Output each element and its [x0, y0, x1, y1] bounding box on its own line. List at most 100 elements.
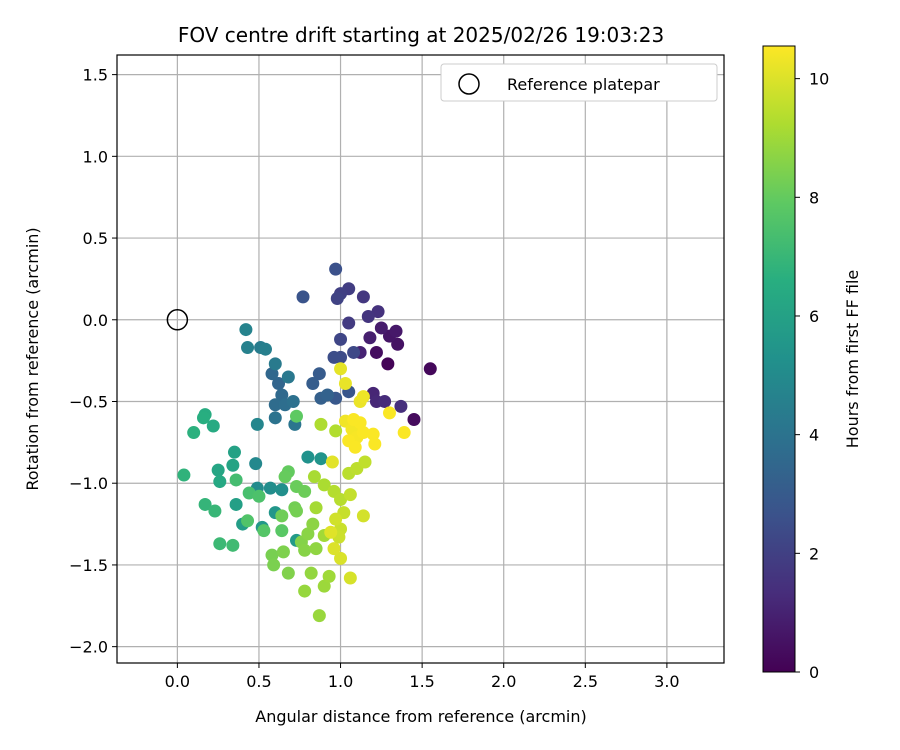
data-point [381, 357, 395, 371]
x-tick-label: 2.0 [491, 672, 516, 691]
data-point [329, 512, 343, 526]
colorbar-tick-label: 6 [809, 307, 819, 326]
y-tick-label: 0.5 [83, 229, 108, 248]
data-point [198, 497, 212, 511]
x-tick-label: 2.5 [573, 672, 598, 691]
data-point [322, 569, 336, 583]
data-point [281, 566, 295, 580]
data-point [265, 367, 279, 381]
colorbar-tick-label: 4 [809, 426, 819, 445]
data-point [252, 489, 266, 503]
colorbar-tick-label: 2 [809, 544, 819, 563]
data-point [312, 367, 326, 381]
data-point [334, 551, 348, 565]
data-point [278, 470, 292, 484]
data-point [281, 370, 295, 384]
data-point [267, 558, 281, 572]
colorbar-ticks: 0 2 4 6 8 10 [795, 70, 829, 682]
x-tick-label: 0.5 [246, 672, 271, 691]
data-point [347, 412, 361, 426]
data-point [306, 517, 320, 531]
y-tick-label: 1.0 [83, 147, 108, 166]
data-point [348, 440, 362, 454]
legend-label-reference-platepar: Reference platepar [507, 75, 660, 94]
data-point [289, 504, 303, 518]
data-point [356, 426, 370, 440]
data-point [317, 478, 331, 492]
data-point [334, 362, 348, 376]
data-point [242, 486, 256, 500]
chart-title: FOV centre drift starting at 2025/02/26 … [178, 23, 664, 47]
data-point [276, 545, 290, 559]
data-point [397, 426, 411, 440]
y-tick-label: −0.5 [69, 392, 108, 411]
data-point [382, 406, 396, 420]
data-point [356, 390, 370, 404]
data-point [330, 292, 344, 306]
data-point [368, 437, 382, 451]
data-point [329, 262, 343, 276]
data-points [177, 262, 437, 623]
data-point [241, 341, 255, 355]
x-tick-label: 3.0 [654, 672, 679, 691]
data-point [301, 527, 315, 541]
y-tick-label: 1.5 [83, 66, 108, 85]
data-point [342, 316, 356, 330]
data-point [249, 457, 263, 471]
data-point [275, 524, 289, 538]
x-tick-label: 1.0 [328, 672, 353, 691]
data-point [369, 345, 383, 359]
legend-box [440, 63, 718, 102]
data-point [229, 497, 243, 511]
data-point [320, 388, 334, 402]
data-point [324, 525, 338, 539]
data-point [361, 310, 375, 324]
data-point [301, 450, 315, 464]
data-point [206, 419, 220, 433]
y-axis-label: Rotation from reference (arcmin) [23, 227, 42, 490]
data-point [343, 571, 357, 585]
plot-frame [116, 54, 725, 664]
data-point [366, 427, 380, 441]
grid-lines [117, 55, 724, 663]
data-point [314, 452, 328, 466]
data-point [374, 321, 388, 335]
data-point [312, 609, 326, 623]
data-point [229, 473, 243, 487]
y-axis-ticks: −2.0 −1.5 −1.0 −0.5 0.0 0.5 1.0 1.5 [69, 66, 117, 657]
data-point [257, 524, 271, 538]
legend-reference-marker [458, 73, 480, 95]
data-point [356, 509, 370, 523]
y-tick-label: −1.5 [69, 556, 108, 575]
colorbar-tick-label: 10 [809, 70, 829, 89]
data-point [347, 345, 361, 359]
data-point [363, 331, 377, 345]
reference-platepar-marker [166, 309, 189, 331]
y-tick-label: −1.0 [69, 474, 108, 493]
data-point [329, 424, 343, 438]
colorbar-label: Hours from first FF file [843, 270, 862, 449]
data-point [227, 445, 241, 459]
data-point [309, 501, 323, 515]
data-point [187, 426, 201, 440]
x-axis-ticks: 0.0 0.5 1.0 1.5 2.0 2.5 3.0 [165, 663, 680, 691]
data-point [334, 493, 348, 507]
colorbar-tick-label: 0 [809, 663, 819, 682]
x-axis-label: Angular distance from reference (arcmin) [255, 707, 586, 726]
data-point [275, 509, 289, 523]
colorbar-tick-label: 8 [809, 188, 819, 207]
data-point [317, 579, 331, 593]
data-point [177, 468, 191, 482]
reference-marker-layer [166, 309, 189, 331]
data-point [327, 542, 341, 556]
data-point [250, 417, 264, 431]
data-point [289, 409, 303, 423]
data-point [268, 398, 282, 412]
data-point [211, 463, 225, 477]
data-point [241, 514, 255, 528]
data-point [307, 470, 321, 484]
data-point [263, 481, 277, 495]
data-point [213, 537, 227, 551]
data-point [296, 290, 310, 304]
data-point [298, 484, 312, 498]
